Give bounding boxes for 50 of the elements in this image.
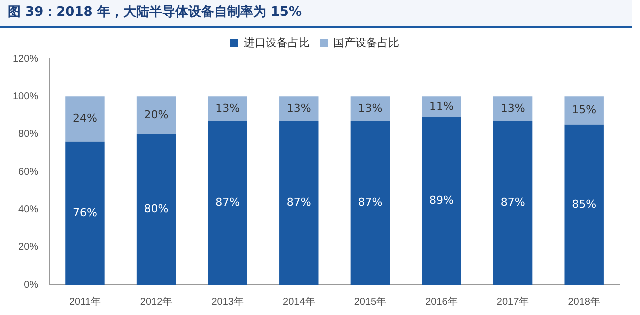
bar: [136, 96, 176, 134]
bar: [493, 96, 533, 122]
data-label: 13%: [216, 102, 240, 115]
bar: [66, 96, 105, 142]
legend-label: 进口设备占比: [244, 36, 310, 50]
data-label: 87%: [358, 196, 383, 209]
y-tick-label: 100%: [13, 91, 39, 102]
bar: [422, 96, 462, 118]
bar: [564, 96, 604, 125]
x-tick-label: 2016年: [426, 296, 458, 308]
data-label: 15%: [572, 104, 597, 117]
chart-title: 图 39：2018 年，大陆半导体设备自制率为 15%: [0, 0, 632, 28]
bar: [280, 121, 319, 285]
x-tick-label: 2017年: [496, 296, 530, 308]
bar: [208, 121, 248, 285]
bar: [66, 142, 105, 285]
data-label: 89%: [430, 194, 454, 208]
data-label: 13%: [500, 102, 526, 115]
y-tick-label: 40%: [18, 204, 39, 216]
x-tick-label: 2011年: [69, 296, 101, 308]
data-label: 87%: [500, 196, 526, 209]
bar: [350, 121, 390, 285]
data-label: 85%: [572, 198, 597, 211]
x-tick-label: 2013年: [212, 296, 244, 308]
data-label: 87%: [216, 196, 240, 209]
data-label: 13%: [286, 102, 312, 115]
legend-label: 国产设备占比: [334, 36, 400, 50]
bar: [350, 96, 390, 122]
x-tick-label: 2012年: [140, 296, 173, 308]
bar: [136, 134, 176, 285]
bar: [564, 124, 604, 285]
bar: [280, 96, 319, 122]
bar: [422, 117, 462, 285]
data-label: 76%: [73, 206, 98, 220]
x-tick-label: 2015年: [354, 296, 387, 308]
x-tick-label: 2014年: [283, 296, 316, 308]
data-label: 20%: [144, 108, 169, 122]
data-label: 24%: [73, 112, 98, 126]
y-tick-label: 80%: [18, 129, 39, 140]
y-tick-label: 0%: [24, 280, 39, 291]
y-tick-label: 120%: [13, 54, 39, 65]
bar: [493, 121, 533, 285]
data-label: 87%: [286, 196, 312, 209]
y-tick-label: 20%: [18, 242, 39, 254]
bar: [208, 96, 248, 122]
y-tick-label: 60%: [18, 166, 39, 178]
data-label: 80%: [144, 202, 169, 216]
x-tick-label: 2018年: [568, 296, 600, 308]
data-label: 11%: [430, 100, 454, 113]
data-label: 13%: [358, 102, 383, 115]
